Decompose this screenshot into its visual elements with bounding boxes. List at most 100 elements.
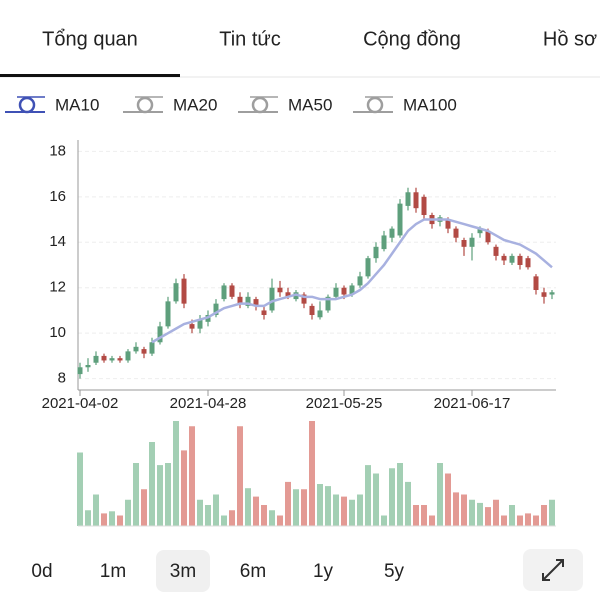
volume-bar bbox=[141, 489, 147, 526]
indicator-icon bbox=[366, 96, 384, 114]
tab[interactable]: Tổng quan bbox=[42, 28, 138, 50]
tab[interactable]: Hồ sơ bbox=[543, 28, 597, 50]
candle-body bbox=[517, 255, 523, 265]
volume-bar bbox=[197, 499, 203, 526]
moving-average-line bbox=[151, 218, 553, 344]
candle-body bbox=[349, 285, 355, 295]
volume-bar bbox=[309, 421, 315, 526]
candle-body bbox=[477, 228, 483, 234]
volume-bar bbox=[101, 513, 107, 526]
volume-bar bbox=[421, 505, 427, 526]
candle-body bbox=[253, 299, 259, 306]
volume-bar bbox=[237, 426, 243, 526]
y-tick-label: 8 bbox=[58, 370, 66, 387]
candle-body bbox=[301, 294, 307, 304]
volume-bar bbox=[501, 515, 507, 526]
tab[interactable]: Cộng đồng bbox=[363, 28, 461, 50]
volume-bar bbox=[453, 492, 459, 526]
candle-body bbox=[309, 305, 315, 315]
expand-icon bbox=[542, 559, 564, 581]
range-button[interactable]: 1m bbox=[100, 561, 126, 582]
candle-body bbox=[173, 283, 179, 302]
candle-body bbox=[381, 235, 387, 250]
candle-body bbox=[101, 355, 107, 361]
candle-body bbox=[469, 237, 475, 247]
volume-bar bbox=[221, 515, 227, 526]
candle-body bbox=[141, 349, 147, 354]
candle-body bbox=[317, 310, 323, 318]
candle-body bbox=[277, 287, 283, 293]
indicator-label[interactable]: MA10 bbox=[55, 95, 99, 114]
x-tick-label: 2021-06-17 bbox=[434, 395, 511, 412]
indicator-label[interactable]: MA100 bbox=[403, 95, 457, 114]
candle-body bbox=[533, 276, 539, 290]
range-highlight bbox=[156, 550, 210, 592]
volume-bar bbox=[357, 494, 363, 526]
range-button[interactable]: 6m bbox=[240, 561, 266, 582]
candle-body bbox=[365, 258, 371, 277]
indicator-label[interactable]: MA20 bbox=[173, 95, 217, 114]
volume-bar bbox=[253, 496, 259, 526]
volume-bar bbox=[85, 510, 91, 526]
candle-body bbox=[405, 192, 411, 206]
candle-body bbox=[245, 296, 251, 306]
candle-body bbox=[341, 287, 347, 295]
candle-body bbox=[117, 358, 123, 361]
candle-body bbox=[397, 203, 403, 236]
volume-bar bbox=[245, 488, 251, 526]
volume-bar bbox=[469, 499, 475, 526]
candle-body bbox=[541, 292, 547, 297]
volume-bar bbox=[477, 502, 483, 526]
candle-body bbox=[333, 287, 339, 297]
tab[interactable]: Tin tức bbox=[219, 28, 281, 50]
candle-body bbox=[77, 367, 83, 375]
range-button[interactable]: 5y bbox=[384, 561, 405, 582]
volume-bar bbox=[549, 499, 555, 526]
range-button[interactable]: 3m bbox=[170, 561, 196, 582]
range-button[interactable]: 1y bbox=[313, 561, 334, 582]
volume-bar bbox=[301, 489, 307, 526]
candle-body bbox=[165, 301, 171, 327]
y-tick-label: 12 bbox=[49, 279, 66, 296]
candle-body bbox=[501, 255, 507, 261]
candle-body bbox=[181, 278, 187, 304]
candle-body bbox=[549, 292, 555, 295]
volume-bar bbox=[285, 481, 291, 526]
candle-body bbox=[357, 276, 363, 286]
y-tick-label: 18 bbox=[49, 142, 66, 159]
candle-body bbox=[373, 246, 379, 259]
volume-bar bbox=[533, 515, 539, 526]
candle-body bbox=[485, 230, 491, 243]
candle-body bbox=[221, 285, 227, 300]
volume-bar bbox=[157, 465, 163, 526]
volume-bar bbox=[413, 505, 419, 526]
volume-bar bbox=[117, 515, 123, 526]
volume-bar bbox=[485, 507, 491, 526]
volume-bar bbox=[293, 489, 299, 526]
volume-bar bbox=[277, 515, 283, 526]
y-tick-label: 16 bbox=[49, 188, 66, 205]
x-tick-label: 2021-05-25 bbox=[306, 395, 383, 412]
volume-bar bbox=[181, 450, 187, 526]
volume-bar bbox=[133, 463, 139, 526]
candle-body bbox=[93, 355, 99, 363]
volume-bar bbox=[429, 515, 435, 526]
volume-bar bbox=[213, 494, 219, 526]
indicator-icon bbox=[18, 96, 36, 114]
volume-bar bbox=[509, 505, 515, 526]
candle-body bbox=[189, 324, 195, 329]
volume-bar bbox=[381, 515, 387, 526]
candle-body bbox=[509, 255, 515, 263]
candle-body bbox=[325, 296, 331, 311]
indicator-label[interactable]: MA50 bbox=[288, 95, 332, 114]
range-button[interactable]: 0d bbox=[31, 561, 52, 582]
volume-bar bbox=[541, 505, 547, 526]
volume-bar bbox=[341, 496, 347, 526]
candle-body bbox=[213, 303, 219, 315]
tab-underline bbox=[0, 74, 180, 77]
candle-body bbox=[445, 219, 451, 229]
volume-bar bbox=[397, 463, 403, 526]
indicator-icon bbox=[251, 96, 269, 114]
volume-bar bbox=[205, 505, 211, 526]
